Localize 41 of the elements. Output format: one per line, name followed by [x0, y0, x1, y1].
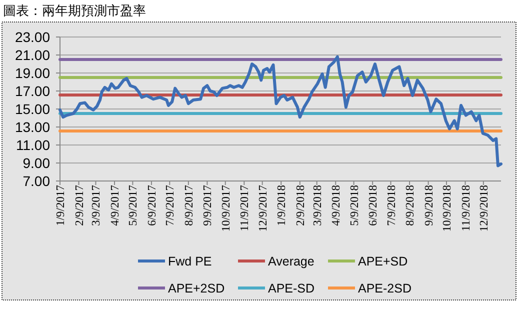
x-tick-label: 7/9/2018 [386, 184, 398, 226]
x-tick-label: 8/9/2017 [183, 184, 196, 226]
x-tick-label: 12/9/2018 [478, 184, 490, 232]
x-tick-label: 8/9/2018 [404, 184, 417, 226]
x-tick-label: 6/9/2017 [146, 184, 158, 226]
y-tick-label: 21.00 [14, 47, 50, 63]
y-tick-label: 11.00 [16, 137, 50, 153]
y-tick-label: 13.00 [14, 119, 50, 135]
x-tick-label: 11/9/2017 [239, 184, 252, 232]
legend-label: APE+SD [358, 254, 408, 268]
x-tick-label: 1/9/2017 [55, 184, 67, 226]
x-tick-label: 9/9/2017 [202, 184, 214, 226]
x-tick-label: 10/9/2018 [441, 184, 454, 232]
y-tick-label: 19.00 [14, 65, 50, 81]
x-tick-label: 12/9/2017 [257, 184, 270, 232]
legend-label: Fwd PE [168, 254, 212, 268]
x-tick-label: 1/9/2018 [276, 184, 288, 226]
x-tick-label: 4/9/2018 [330, 184, 343, 226]
chart-title: 圖表：兩年期預測市盈率 [3, 3, 146, 18]
y-tick-label: 7.00 [22, 173, 50, 189]
legend-label: APE+2SD [168, 282, 225, 296]
x-tick-label: 5/9/2018 [348, 184, 361, 226]
legend-label: APE-SD [268, 282, 315, 296]
x-tick-label: 5/9/2017 [128, 184, 140, 226]
x-tick-label: 6/9/2018 [368, 184, 380, 226]
x-tick-label: 9/9/2018 [423, 184, 436, 226]
x-tick-label: 2/9/2017 [74, 184, 86, 226]
y-tick-label: 23.00 [14, 29, 50, 45]
legend-label: APE-2SD [358, 282, 412, 296]
x-tick-label: 3/9/2017 [90, 184, 103, 226]
x-tick-label: 2/9/2018 [294, 184, 307, 226]
y-tick-label: 9.00 [22, 155, 50, 171]
y-tick-label: 15.00 [14, 101, 50, 117]
x-tick-label: 3/9/2018 [312, 184, 324, 226]
line-series [58, 55, 502, 168]
x-tick-label: 4/9/2017 [110, 184, 122, 226]
legend-label: Average [268, 254, 314, 268]
x-tick-label: 11/9/2018 [460, 184, 472, 232]
x-tick-label: 10/9/2017 [220, 184, 232, 232]
x-tick-label: 7/9/2017 [164, 184, 177, 226]
y-tick-label: 17.00 [14, 83, 50, 99]
